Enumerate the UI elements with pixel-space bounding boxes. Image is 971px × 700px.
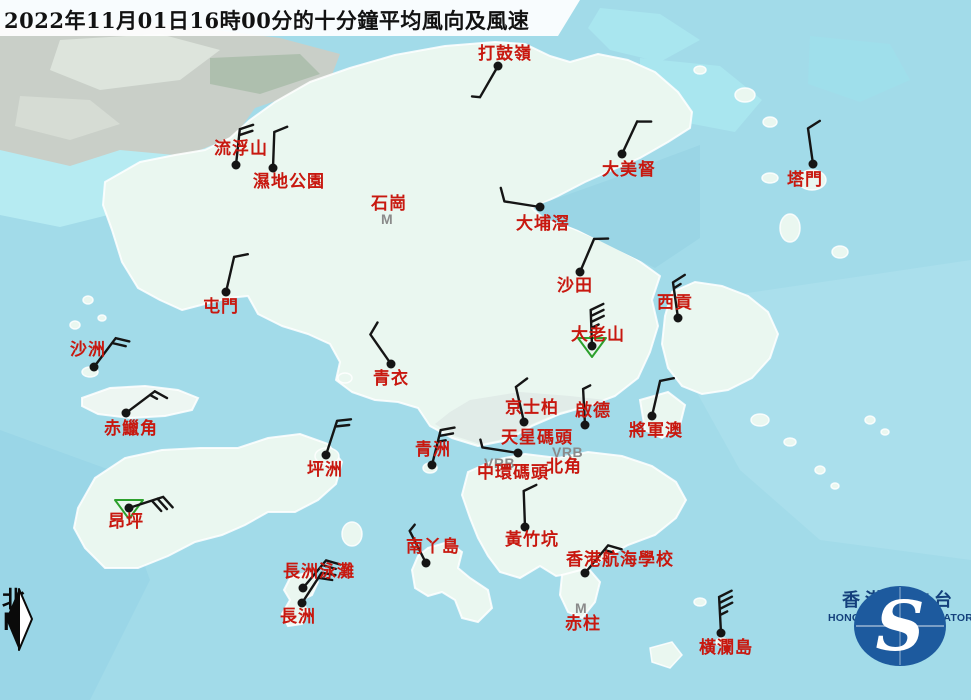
wind-barb-tuen-mun — [221, 253, 249, 297]
hko-logo-icon: S — [854, 586, 946, 667]
land-lantau — [72, 432, 344, 569]
wind-barb-star-ferry — [479, 438, 523, 458]
mirs-bay-shallow — [588, 8, 700, 62]
north-compass: 北 N — [2, 588, 36, 651]
wind-barb-tai-po-kau — [499, 186, 545, 212]
svg-text:S: S — [875, 587, 924, 667]
wind-barb-sai-kung — [671, 273, 686, 323]
wind-barb-waglan-island — [716, 589, 734, 638]
wind-barb-tap-mun — [806, 119, 821, 169]
wind-barb-cheung-chau-beach — [298, 559, 341, 593]
wind-barb-hk-sea-school — [580, 544, 623, 578]
wind-barb-peng-chau — [321, 418, 353, 460]
shenzhen-urban — [0, 20, 340, 166]
tolo-harbour-water — [535, 145, 700, 268]
kowloon-urban-tint — [435, 392, 605, 444]
compass-needle-icon — [6, 588, 33, 651]
wind-barb-kings-park — [514, 377, 529, 427]
land-new-territories — [102, 41, 693, 447]
wind-barb-lamma-island — [408, 523, 431, 568]
wind-barb-tates-cairn — [577, 302, 607, 358]
wind-barb-sha-chau — [89, 337, 131, 372]
wind-barb-green-island — [427, 426, 456, 470]
land-lamma — [410, 540, 494, 624]
wind-barb-sha-tin — [575, 237, 610, 277]
wind-barb-ngong-ping — [114, 495, 174, 520]
wind-barb-wong-chuk-hang — [520, 483, 538, 532]
wind-barb-kai-tak — [580, 384, 592, 430]
wind-barb-ta-kwu-ling — [470, 61, 503, 99]
wind-barb-tsing-yi — [369, 321, 396, 369]
wind-barb-wetland-park — [268, 125, 289, 173]
wind-barb-tai-mei-tuk — [617, 120, 653, 159]
hko-logo: S 香港天文台 HONG KONG OBSERVATORY — [828, 584, 971, 667]
mirs-bay-shallow-3 — [808, 36, 910, 102]
map-title: 2022年11月01日16時00分的十分鐘平均風向及風速 — [4, 8, 530, 33]
wind-barb-chek-lap-kok — [121, 390, 169, 418]
wind-barb-lau-fau-shan — [231, 123, 255, 170]
title-band — [0, 0, 580, 36]
wind-barb-tseung-kwan-o — [647, 377, 675, 421]
wind-barb-cheung-chau — [297, 571, 337, 608]
land-stanley — [558, 566, 602, 620]
land-sai-kung — [660, 280, 780, 396]
small-islands — [69, 65, 890, 669]
land-tseung-kwan-o — [638, 390, 687, 440]
land-hk-island — [460, 450, 688, 580]
